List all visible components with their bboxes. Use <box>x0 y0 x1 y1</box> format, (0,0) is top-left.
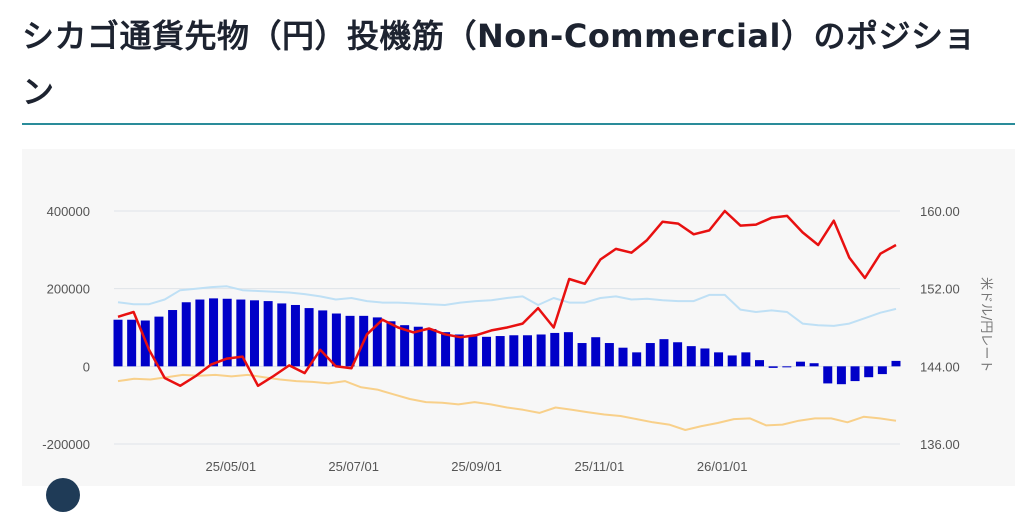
net-position-bar <box>168 310 178 367</box>
net-position-bar <box>755 360 765 367</box>
y-right-axis-label: 米ドル/円レート <box>978 277 993 372</box>
net-position-bar <box>823 366 833 384</box>
chart-panel: -200000 0 200000 400000 136.00 144.00 152.00 16… <box>22 149 1015 486</box>
net-position-bar <box>850 366 860 382</box>
net-position-bar <box>304 308 314 367</box>
net-position-bar <box>181 302 191 367</box>
net-position-bar <box>741 352 751 367</box>
long-position-line <box>117 285 897 327</box>
net-position-bar <box>345 315 355 367</box>
net-position-bar <box>113 319 123 367</box>
net-position-bar <box>290 304 300 367</box>
net-position-bar <box>127 319 137 367</box>
net-position-bar <box>714 352 724 367</box>
position-chart: -200000 0 200000 400000 136.00 144.00 152.00 16… <box>42 204 993 474</box>
net-position-bar <box>536 334 546 367</box>
usdjpy-rate-line <box>117 209 897 388</box>
net-position-bar <box>400 325 410 367</box>
net-position-bar <box>509 335 519 367</box>
y-left-tick-label: 200000 <box>47 282 90 297</box>
net-position-bar <box>372 317 382 367</box>
net-position-bar <box>768 366 778 368</box>
net-position-bar <box>195 299 205 367</box>
y-right-tick-label: 160.00 <box>920 204 960 219</box>
net-position-bar <box>495 336 505 367</box>
net-position-bar <box>686 346 696 367</box>
net-position-bar <box>209 298 219 367</box>
net-position-bar <box>591 337 601 367</box>
net-position-bar <box>454 334 464 367</box>
net-position-bar <box>522 335 532 367</box>
net-position-bar <box>550 332 560 367</box>
net-position-bar <box>318 310 328 367</box>
x-tick-label: 25/09/01 <box>451 459 502 474</box>
net-position-bar <box>809 363 819 367</box>
net-position-bar <box>427 329 437 367</box>
net-position-bar <box>864 366 874 378</box>
x-tick-label: 25/11/01 <box>575 459 625 474</box>
net-position-bar <box>659 339 669 367</box>
net-position-bar <box>331 313 341 367</box>
net-position-bar <box>877 366 887 375</box>
page-title: シカゴ通貨先物（円）投機筋（Non-Commercial）のポジション <box>22 17 976 111</box>
x-tick-label: 26/01/01 <box>697 459 748 474</box>
net-position-bar <box>468 336 478 367</box>
net-position-bar <box>263 301 273 367</box>
scroll-top-button[interactable] <box>46 478 80 512</box>
net-position-bar <box>482 336 492 367</box>
y-right-tick-label: 144.00 <box>920 359 960 374</box>
net-position-bar <box>413 326 423 367</box>
net-position-bar <box>563 332 573 367</box>
net-position-bar <box>577 343 587 367</box>
x-tick-label: 25/07/01 <box>328 459 379 474</box>
y-left-tick-label: -200000 <box>42 437 90 452</box>
y-left-tick-label: 0 <box>83 359 90 374</box>
net-position-bar <box>891 360 901 367</box>
net-position-bar <box>222 298 232 367</box>
net-position-bar <box>727 355 737 367</box>
net-position-bar <box>645 343 655 367</box>
net-position-bar <box>249 300 259 367</box>
net-position-bar <box>604 343 614 367</box>
y-right-tick-label: 136.00 <box>920 437 960 452</box>
net-position-bar <box>795 361 805 367</box>
short-position-line <box>117 373 897 431</box>
net-position-bar <box>782 366 792 368</box>
net-position-bar <box>386 321 396 367</box>
net-position-bar <box>441 332 451 367</box>
net-position-bar <box>236 299 246 367</box>
net-position-bar <box>673 342 683 367</box>
net-position-bar <box>618 347 628 367</box>
y-right-tick-label: 152.00 <box>920 282 960 297</box>
title-divider <box>22 123 1015 125</box>
net-position-bar <box>277 303 287 367</box>
net-position-bar <box>836 366 846 385</box>
x-tick-label: 25/05/01 <box>206 459 257 474</box>
net-position-bar <box>700 348 710 367</box>
net-position-bar <box>632 352 642 367</box>
y-left-tick-label: 400000 <box>47 204 90 219</box>
net-position-bar <box>154 316 164 367</box>
